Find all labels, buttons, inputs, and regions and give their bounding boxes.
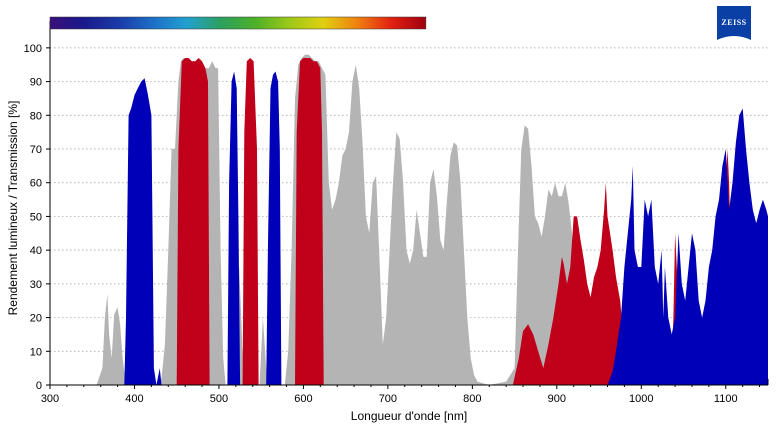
series-area-gray xyxy=(96,54,591,385)
series-areas xyxy=(96,54,769,385)
visible-spectrum-bar xyxy=(49,16,427,30)
x-axis-title: Longueur d'onde [nm] xyxy=(351,409,467,423)
x-tick-label: 400 xyxy=(125,393,143,405)
y-tick-label: 80 xyxy=(30,110,42,122)
x-tick-label: 500 xyxy=(210,393,228,405)
x-tick-label: 800 xyxy=(463,393,481,405)
y-tick-label: 0 xyxy=(36,380,42,392)
series-area-blue xyxy=(124,71,769,385)
x-tick-label: 600 xyxy=(294,393,312,405)
y-tick-label: 70 xyxy=(30,144,42,156)
y-axis-title: Rendement lumineux / Transmission [%] xyxy=(6,101,20,316)
x-tick-label: 700 xyxy=(379,393,397,405)
y-tick-label: 30 xyxy=(30,279,42,291)
axes: 0 10 20 30 40 50 60 70 80 90 100 300 400 500 600 700 800… xyxy=(24,21,769,405)
x-tick-label: 1000 xyxy=(629,393,653,405)
zeiss-logo: ZEISS xyxy=(717,6,751,40)
y-tick-label: 20 xyxy=(30,313,42,325)
y-tick-label: 50 xyxy=(30,211,42,223)
svg-text:ZEISS: ZEISS xyxy=(721,18,746,27)
x-tick-label: 900 xyxy=(548,393,566,405)
y-tick-label: 10 xyxy=(30,346,42,358)
x-tick-label: 300 xyxy=(41,393,59,405)
x-tick-label: 1100 xyxy=(714,393,738,405)
series-area-red xyxy=(176,58,733,385)
y-tick-label: 100 xyxy=(24,43,42,55)
y-tick-label: 90 xyxy=(30,77,42,89)
y-tick-label: 40 xyxy=(30,245,42,257)
y-tick-label: 60 xyxy=(30,178,42,190)
